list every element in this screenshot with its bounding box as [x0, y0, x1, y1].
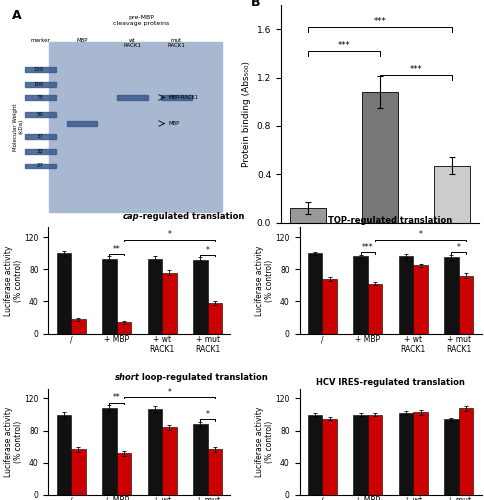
- Bar: [148, 409, 162, 495]
- Text: *: *: [167, 230, 171, 239]
- Text: 75: 75: [37, 95, 44, 100]
- Bar: [148, 259, 162, 334]
- Text: ***: ***: [410, 65, 423, 74]
- Bar: [434, 166, 470, 222]
- Y-axis label: Protein binding (Abs₅₀₀): Protein binding (Abs₅₀₀): [242, 60, 251, 167]
- Y-axis label: Luciferase activity
(% control): Luciferase activity (% control): [255, 246, 274, 316]
- Bar: [290, 208, 326, 222]
- Bar: [25, 112, 56, 117]
- Bar: [368, 414, 382, 495]
- Text: *: *: [457, 243, 461, 252]
- Y-axis label: Luciferase activity
(% control): Luciferase activity (% control): [255, 406, 274, 477]
- Bar: [25, 134, 56, 139]
- Text: mut
RACK1: mut RACK1: [167, 38, 185, 48]
- Bar: [399, 413, 413, 495]
- Bar: [193, 424, 208, 495]
- Text: **: **: [113, 394, 121, 402]
- Text: wt
RACK1: wt RACK1: [123, 38, 141, 48]
- Bar: [353, 256, 368, 334]
- Text: short: short: [115, 374, 139, 382]
- Bar: [117, 453, 131, 495]
- Text: 150: 150: [33, 66, 44, 71]
- Text: MBP: MBP: [76, 38, 88, 43]
- Bar: [57, 253, 71, 334]
- Text: *: *: [167, 388, 171, 396]
- Bar: [368, 284, 382, 334]
- Text: *: *: [419, 230, 423, 239]
- Title: HCV IRES-regulated translation: HCV IRES-regulated translation: [316, 378, 465, 386]
- Y-axis label: Luciferase activity
(% control): Luciferase activity (% control): [3, 246, 23, 316]
- Bar: [162, 272, 177, 334]
- Bar: [71, 449, 86, 495]
- Text: *: *: [206, 410, 210, 419]
- Bar: [57, 414, 71, 495]
- Bar: [413, 266, 428, 334]
- Bar: [362, 92, 398, 222]
- Bar: [161, 95, 192, 100]
- Bar: [399, 256, 413, 334]
- Bar: [459, 276, 473, 334]
- Text: 50: 50: [37, 112, 44, 117]
- Text: ***: ***: [374, 16, 386, 26]
- Text: ***: ***: [362, 243, 374, 252]
- Y-axis label: Luciferase activity
(% control): Luciferase activity (% control): [3, 406, 23, 477]
- Bar: [25, 95, 56, 100]
- Bar: [459, 408, 473, 495]
- Bar: [353, 414, 368, 495]
- Bar: [117, 95, 148, 100]
- Text: -regulated translation: -regulated translation: [139, 212, 245, 221]
- Bar: [25, 67, 56, 71]
- Bar: [25, 164, 56, 168]
- Text: cap: cap: [123, 212, 139, 221]
- Text: MBP-RACK1: MBP-RACK1: [168, 95, 199, 100]
- Bar: [117, 322, 131, 334]
- Text: A: A: [12, 10, 21, 22]
- Bar: [444, 258, 459, 334]
- Bar: [102, 408, 117, 495]
- Bar: [208, 449, 222, 495]
- Text: **: **: [113, 245, 121, 254]
- Text: 37: 37: [37, 134, 44, 139]
- Bar: [322, 279, 337, 334]
- Bar: [308, 414, 322, 495]
- Text: marker: marker: [30, 38, 50, 43]
- Bar: [25, 150, 56, 154]
- Title: TOP-regulated translation: TOP-regulated translation: [329, 216, 453, 226]
- Text: MBP: MBP: [168, 121, 180, 126]
- Bar: [322, 418, 337, 495]
- Text: *: *: [206, 246, 210, 254]
- Text: loop-regulated translation: loop-regulated translation: [139, 374, 268, 382]
- Text: Molecular Weight
(kDa): Molecular Weight (kDa): [13, 103, 24, 150]
- Text: ***: ***: [338, 40, 350, 50]
- Bar: [308, 253, 322, 334]
- Text: B: B: [251, 0, 261, 10]
- Text: pre-MBP
cleavage proteins: pre-MBP cleavage proteins: [113, 15, 169, 26]
- Text: 100: 100: [33, 82, 44, 87]
- Bar: [25, 82, 56, 87]
- Bar: [67, 121, 97, 126]
- Bar: [193, 260, 208, 334]
- Bar: [162, 428, 177, 495]
- Text: 32: 32: [37, 150, 44, 154]
- Text: 27: 27: [37, 164, 44, 168]
- Bar: [102, 259, 117, 334]
- Bar: [49, 42, 222, 211]
- Bar: [208, 303, 222, 334]
- Bar: [444, 420, 459, 495]
- Bar: [71, 319, 86, 334]
- Bar: [413, 412, 428, 495]
